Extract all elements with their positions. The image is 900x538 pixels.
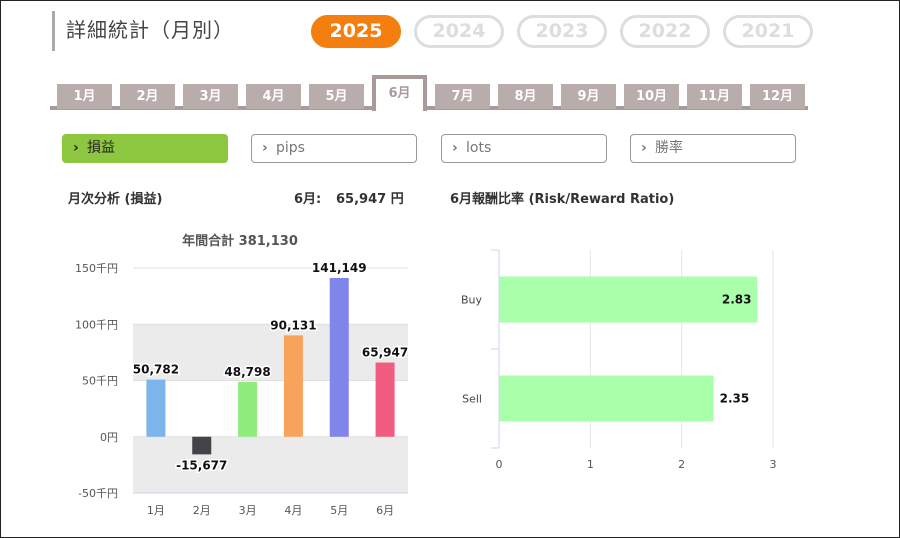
month-tab-7[interactable]: 7月 bbox=[435, 84, 490, 109]
bar-Sell bbox=[499, 375, 714, 422]
year-tab-2022[interactable]: 2022 bbox=[620, 15, 710, 48]
month-tab-6[interactable]: 6月 bbox=[372, 75, 427, 111]
month-tab-9[interactable]: 9月 bbox=[561, 84, 616, 109]
month-tab-10[interactable]: 10月 bbox=[624, 84, 679, 109]
chevron-right-icon: › bbox=[452, 140, 458, 156]
risk-reward-heading: 6月報酬比率 (Risk/Reward Ratio) bbox=[450, 192, 675, 207]
tab-win-rate[interactable]: › 勝率 bbox=[630, 134, 796, 163]
risk-reward-chart: 0 1 2 3 Buy 2.83 Sell 2.35 bbox=[461, 249, 777, 471]
x-tick-label: 5月 bbox=[330, 504, 348, 517]
chart-title: 年間合計 381,130 bbox=[182, 233, 298, 249]
tab-label: 損益 bbox=[87, 140, 115, 156]
data-label: 50,782 bbox=[133, 363, 179, 377]
monthly-pl-chart: 150千円 100千円 50千円 0円 -50千円 年間合計 381,130 50,782 1… bbox=[75, 233, 410, 517]
year-selector: 2025 2024 2023 2022 2021 bbox=[311, 15, 826, 48]
data-label: 2.35 bbox=[720, 392, 750, 406]
month-tab-1[interactable]: 1月 bbox=[57, 84, 112, 109]
month-tab-11[interactable]: 11月 bbox=[687, 84, 742, 109]
data-label: 90,131 bbox=[270, 318, 316, 332]
chart-band bbox=[133, 436, 408, 493]
y-tick-label: 0円 bbox=[100, 431, 118, 444]
y-tick-label: 150千円 bbox=[75, 262, 118, 275]
chevron-right-icon: › bbox=[641, 140, 647, 156]
x-tick-label: 1月 bbox=[147, 504, 165, 517]
tab-label: pips bbox=[276, 140, 305, 156]
x-tick-label: 3月 bbox=[239, 504, 257, 517]
x-tick-label: 4月 bbox=[284, 504, 302, 517]
bar-Buy bbox=[499, 276, 758, 323]
tab-pips[interactable]: › pips bbox=[251, 134, 417, 163]
year-tab-2024[interactable]: 2024 bbox=[414, 15, 504, 48]
monthly-analysis-heading: 月次分析 (損益) bbox=[68, 192, 163, 207]
bar-4月 bbox=[283, 335, 303, 437]
year-tab-2025[interactable]: 2025 bbox=[311, 15, 401, 48]
current-month-label: 6月: bbox=[294, 192, 322, 207]
y-tick-label: 50千円 bbox=[82, 375, 118, 388]
tab-lots[interactable]: › lots bbox=[441, 134, 607, 163]
current-month-value: 65,947 円 bbox=[336, 192, 404, 207]
month-tabs: 1月 2月 3月 4月 5月 6月 7月 8月 9月 10月 11月 12月 bbox=[50, 75, 808, 111]
year-tab-2021[interactable]: 2021 bbox=[723, 15, 813, 48]
data-label: -15,677 bbox=[176, 458, 227, 472]
bar-1月 bbox=[146, 379, 166, 437]
y-tick-label: -50千円 bbox=[78, 487, 118, 500]
x-tick-label: 2 bbox=[678, 458, 685, 471]
bar-6月 bbox=[375, 362, 395, 437]
data-label: 65,947 bbox=[362, 346, 408, 360]
month-tab-3[interactable]: 3月 bbox=[183, 84, 238, 109]
chart-band bbox=[133, 324, 408, 381]
data-label: 48,798 bbox=[224, 365, 270, 379]
y-tick-label: 100千円 bbox=[75, 318, 118, 331]
y-tick-label: Buy bbox=[461, 294, 483, 307]
bar-5月 bbox=[329, 277, 349, 437]
x-tick-label: 3 bbox=[770, 458, 777, 471]
month-tab-4[interactable]: 4月 bbox=[246, 84, 301, 109]
x-tick-label: 0 bbox=[496, 458, 503, 471]
month-tab-2[interactable]: 2月 bbox=[120, 84, 175, 109]
tab-profit-loss[interactable]: › 損益 bbox=[62, 134, 228, 163]
month-tab-5[interactable]: 5月 bbox=[309, 84, 364, 109]
year-tab-2023[interactable]: 2023 bbox=[517, 15, 607, 48]
tab-label: lots bbox=[466, 140, 492, 156]
x-tick-label: 6月 bbox=[376, 504, 394, 517]
x-tick-label: 2月 bbox=[193, 504, 211, 517]
month-tab-8[interactable]: 8月 bbox=[498, 84, 553, 109]
chevron-right-icon: › bbox=[73, 140, 79, 156]
page-title: 詳細統計（月別） bbox=[52, 11, 234, 51]
month-tab-12[interactable]: 12月 bbox=[750, 84, 805, 109]
x-tick-label: 1 bbox=[587, 458, 594, 471]
data-label: 2.83 bbox=[722, 293, 752, 307]
bar-2月 bbox=[192, 436, 212, 455]
y-tick-label: Sell bbox=[462, 393, 482, 406]
bar-3月 bbox=[238, 381, 258, 437]
chevron-right-icon: › bbox=[262, 140, 268, 156]
data-label: 141,149 bbox=[312, 261, 367, 275]
tab-label: 勝率 bbox=[655, 140, 683, 156]
